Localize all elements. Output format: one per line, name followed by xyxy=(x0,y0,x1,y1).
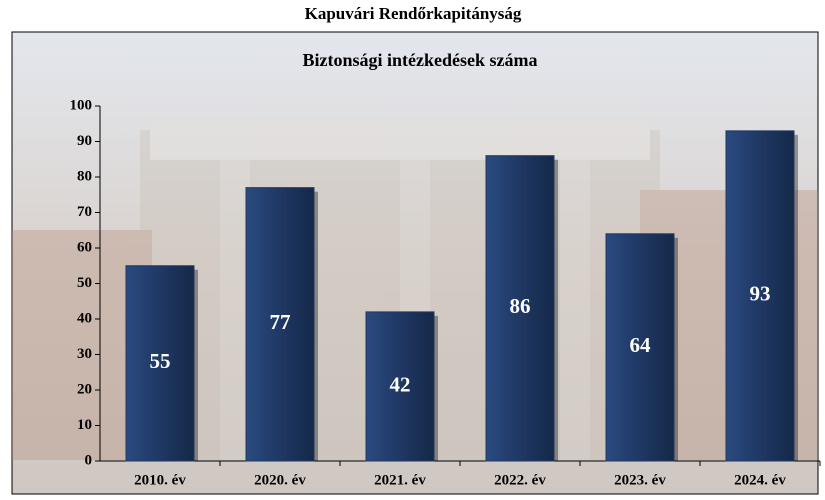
x-tick-label: 2024. év xyxy=(734,472,786,488)
y-tick-label: 30 xyxy=(77,346,92,362)
page: Kapuvári Rendőrkapitányság Biztonsági in… xyxy=(0,0,825,500)
y-tick-label: 100 xyxy=(70,97,93,113)
x-tick-label: 2023. év xyxy=(614,472,666,488)
y-tick-label: 0 xyxy=(85,452,93,468)
y-tick-label: 10 xyxy=(77,417,92,433)
x-tick-label: 2021. év xyxy=(374,472,426,488)
x-tick-label: 2020. év xyxy=(254,472,306,488)
y-tick-label: 50 xyxy=(77,275,92,291)
chart: Kapuvári Rendőrkapitányság Biztonsági in… xyxy=(0,0,825,500)
y-tick-label: 80 xyxy=(77,168,92,184)
x-tick-label: 2010. év xyxy=(134,472,186,488)
y-tick-label: 90 xyxy=(77,133,92,149)
x-tick-label: 2022. év xyxy=(494,472,546,488)
y-tick-label: 60 xyxy=(77,239,92,255)
data-label: 93 xyxy=(750,282,771,306)
chart-subtitle: Biztonsági intézkedések száma xyxy=(303,50,538,70)
y-tick-label: 20 xyxy=(77,381,92,397)
data-label: 77 xyxy=(270,310,291,334)
data-label: 64 xyxy=(630,333,652,357)
data-label: 86 xyxy=(510,294,531,318)
y-tick-label: 70 xyxy=(77,204,92,220)
y-tick-label: 40 xyxy=(77,310,92,326)
data-label: 55 xyxy=(150,349,171,373)
chart-title: Kapuvári Rendőrkapitányság xyxy=(305,4,522,23)
data-label: 42 xyxy=(390,372,411,396)
